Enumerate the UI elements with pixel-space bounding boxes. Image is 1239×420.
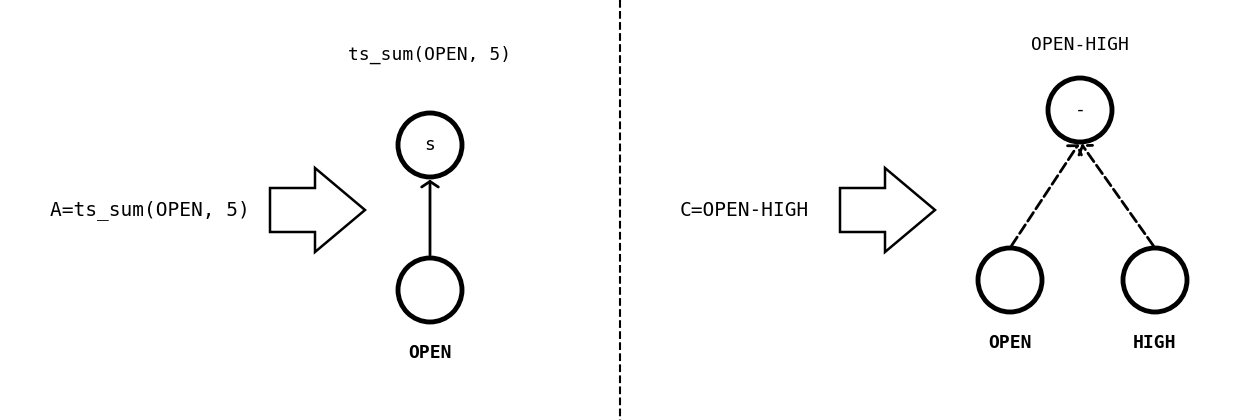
Text: C=OPEN-HIGH: C=OPEN-HIGH bbox=[680, 200, 809, 220]
Text: HIGH: HIGH bbox=[1134, 334, 1177, 352]
Circle shape bbox=[978, 248, 1042, 312]
Circle shape bbox=[398, 113, 462, 177]
Polygon shape bbox=[840, 168, 935, 252]
Text: -: - bbox=[1074, 101, 1085, 119]
Text: OPEN: OPEN bbox=[989, 334, 1032, 352]
Polygon shape bbox=[270, 168, 366, 252]
Text: ts_sum(OPEN, 5): ts_sum(OPEN, 5) bbox=[348, 46, 512, 64]
Circle shape bbox=[398, 258, 462, 322]
Circle shape bbox=[1048, 78, 1111, 142]
Text: s: s bbox=[425, 136, 435, 154]
Text: A=ts_sum(OPEN, 5): A=ts_sum(OPEN, 5) bbox=[50, 200, 250, 220]
Text: OPEN-HIGH: OPEN-HIGH bbox=[1031, 36, 1129, 54]
Circle shape bbox=[1123, 248, 1187, 312]
Text: OPEN: OPEN bbox=[408, 344, 452, 362]
